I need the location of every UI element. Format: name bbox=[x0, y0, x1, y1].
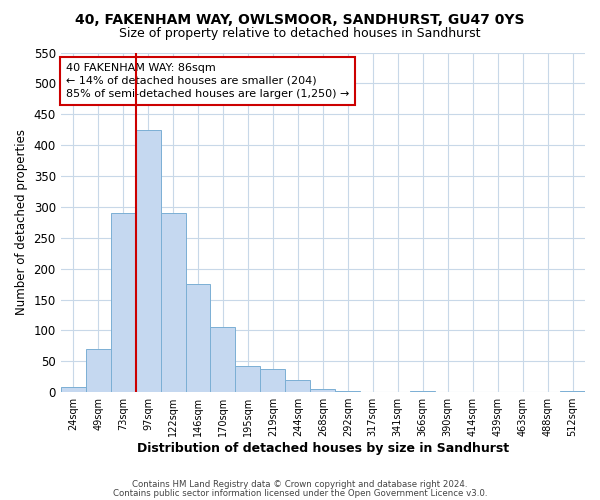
X-axis label: Distribution of detached houses by size in Sandhurst: Distribution of detached houses by size … bbox=[137, 442, 509, 455]
Bar bbox=[110, 213, 136, 392]
Bar bbox=[260, 368, 286, 392]
Bar bbox=[161, 213, 185, 392]
Bar bbox=[211, 328, 235, 392]
Bar bbox=[410, 391, 435, 392]
Bar bbox=[61, 388, 86, 392]
Bar bbox=[335, 391, 360, 392]
Bar bbox=[560, 391, 585, 392]
Bar bbox=[86, 349, 110, 392]
Text: Contains public sector information licensed under the Open Government Licence v3: Contains public sector information licen… bbox=[113, 488, 487, 498]
Text: 40, FAKENHAM WAY, OWLSMOOR, SANDHURST, GU47 0YS: 40, FAKENHAM WAY, OWLSMOOR, SANDHURST, G… bbox=[75, 12, 525, 26]
Bar bbox=[310, 389, 335, 392]
Bar bbox=[235, 366, 260, 392]
Bar bbox=[136, 130, 161, 392]
Bar bbox=[286, 380, 310, 392]
Bar bbox=[185, 284, 211, 392]
Text: Size of property relative to detached houses in Sandhurst: Size of property relative to detached ho… bbox=[119, 28, 481, 40]
Text: 40 FAKENHAM WAY: 86sqm
← 14% of detached houses are smaller (204)
85% of semi-de: 40 FAKENHAM WAY: 86sqm ← 14% of detached… bbox=[66, 62, 349, 99]
Text: Contains HM Land Registry data © Crown copyright and database right 2024.: Contains HM Land Registry data © Crown c… bbox=[132, 480, 468, 489]
Y-axis label: Number of detached properties: Number of detached properties bbox=[15, 130, 28, 316]
